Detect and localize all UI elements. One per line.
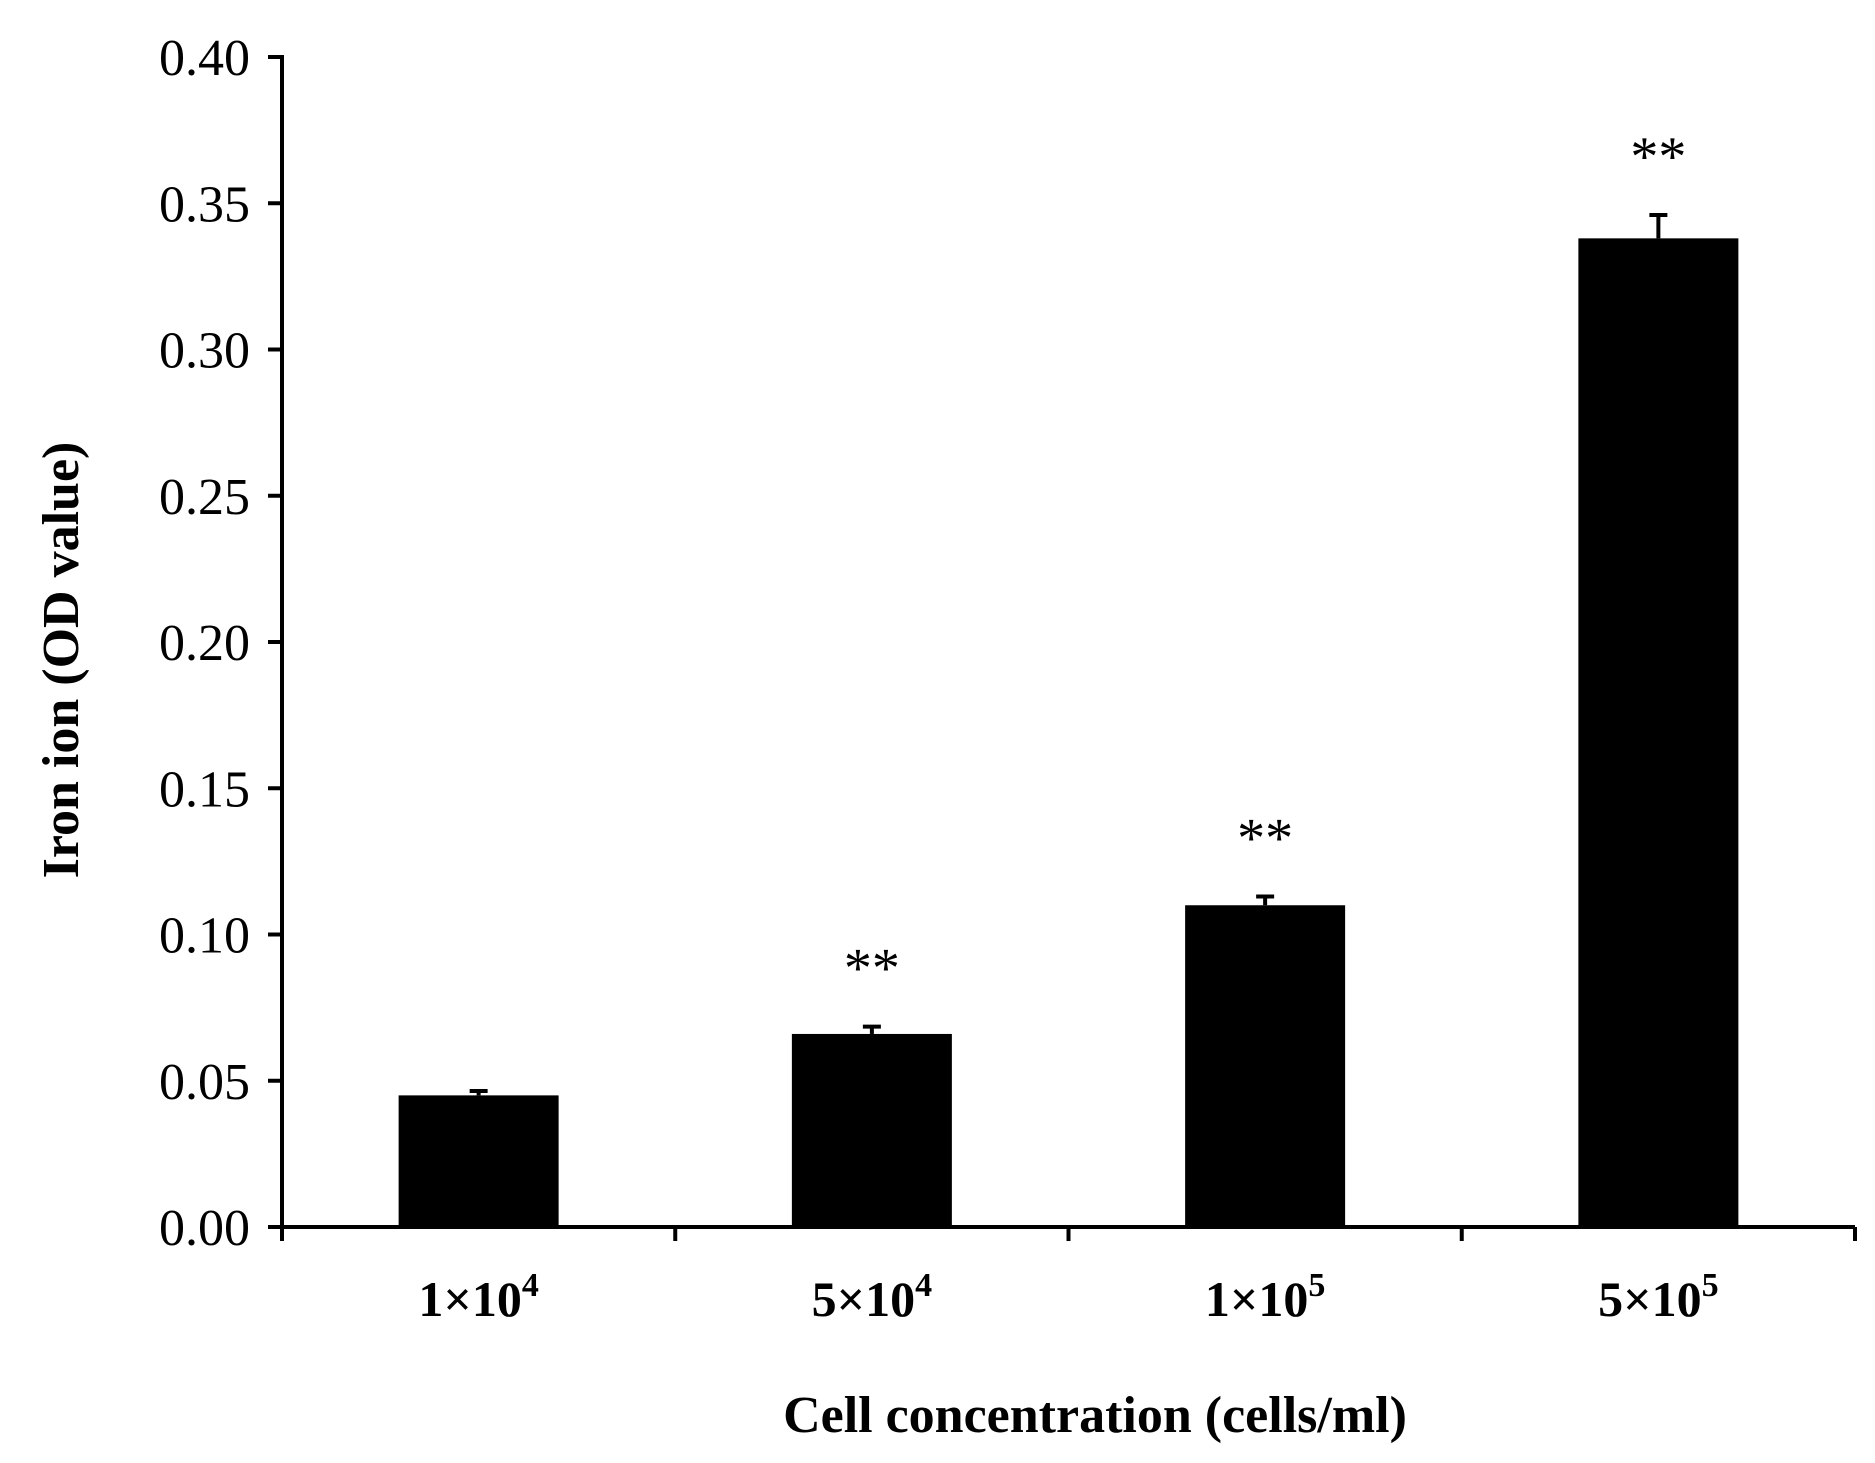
- x-axis: 1×104 5×104 1×105 5×105: [280, 1225, 1857, 1327]
- y-tick-label: 0.40: [159, 30, 250, 87]
- y-tick-label: 0.20: [159, 615, 250, 672]
- bar: [398, 1095, 559, 1227]
- significance-label: **: [1630, 126, 1686, 188]
- y-axis-title: Iron ion (OD value): [33, 442, 90, 879]
- x-axis-title: Cell concentration (cells/ml): [783, 1387, 1407, 1444]
- y-tick-label: 0.10: [159, 908, 250, 965]
- y-tick-label: 0.15: [159, 761, 250, 818]
- y-axis: 0.00 0.05 0.10 0.15 0.20 0.25 0.30 0.35 0.40: [159, 30, 284, 1257]
- bar: [791, 1033, 952, 1227]
- y-tick-label: 0.00: [159, 1200, 250, 1257]
- bar: [1578, 238, 1739, 1228]
- bar: [1185, 905, 1346, 1227]
- y-tick-label: 0.35: [159, 176, 250, 233]
- x-tick-label: 1×105: [1205, 1267, 1326, 1327]
- bar-series: ** ** **: [398, 126, 1739, 1228]
- significance-label: **: [1237, 807, 1293, 869]
- significance-label: **: [844, 938, 900, 1000]
- y-tick-label: 0.25: [159, 469, 250, 526]
- x-tick-label: 1×104: [418, 1267, 539, 1327]
- y-tick-label: 0.30: [159, 323, 250, 380]
- x-tick-label: 5×104: [812, 1267, 933, 1327]
- x-tick-label: 5×105: [1598, 1267, 1719, 1327]
- y-tick-label: 0.05: [159, 1054, 250, 1111]
